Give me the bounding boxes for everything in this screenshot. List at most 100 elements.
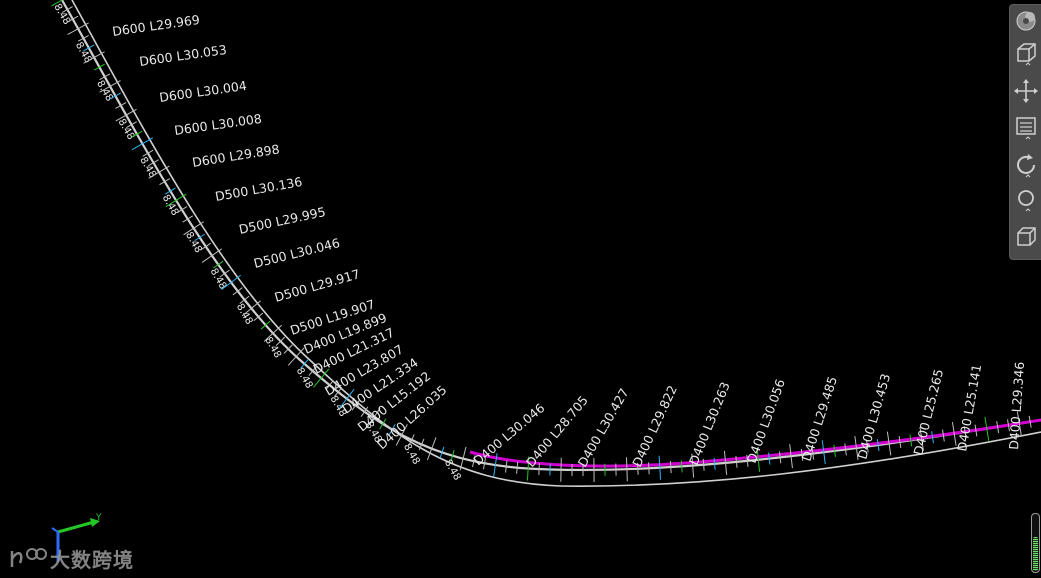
station-tick [691, 453, 695, 478]
station-tick [669, 461, 672, 474]
station-tick [67, 15, 79, 23]
pipe-label: D600 L30.053 [138, 42, 227, 69]
station-tick [876, 439, 880, 452]
station-tick [325, 380, 334, 391]
station-tick-label: 8.48 [116, 117, 137, 142]
station-tick [313, 368, 330, 388]
pipe-label: D400 L29.822 [629, 383, 680, 469]
station-tick [83, 44, 95, 52]
station-tick [287, 347, 305, 366]
station-tick-label: 8.48 [208, 267, 229, 292]
pipe-line-offset[interactable] [71, 0, 1041, 487]
center-icon[interactable] [1013, 185, 1039, 213]
station-tick [963, 426, 967, 439]
station-tick [746, 454, 749, 467]
station-tick [408, 434, 415, 446]
station-tick [93, 63, 105, 71]
pan-icon[interactable] [1013, 77, 1039, 105]
navigation-wheel-icon[interactable] [1013, 7, 1039, 35]
station-tick [263, 324, 283, 342]
station-tick [67, 22, 89, 35]
station-tick [909, 434, 913, 447]
pipe-label: D400 L30.056 [744, 377, 788, 465]
station-tick [459, 446, 467, 471]
station-tick [183, 221, 204, 236]
pipe-label: D500 L29.917 [273, 266, 362, 305]
station-tick [77, 34, 89, 42]
watermark: 大数跨境 [8, 543, 134, 573]
station-tick [898, 435, 902, 448]
station-tick [526, 456, 530, 481]
station-tick [61, 6, 73, 13]
station-tick [308, 366, 318, 376]
station-tick-label: 8.48 [401, 442, 422, 467]
station-tick [974, 424, 978, 437]
station-tick [713, 457, 716, 470]
station-tick [1007, 419, 1010, 432]
station-tick [472, 455, 476, 468]
station-tick [115, 102, 127, 109]
station-tick-label: 8.48 [262, 335, 283, 360]
pipe-label: D500 L30.046 [252, 235, 341, 271]
station-tick [165, 193, 187, 208]
station-tick [194, 233, 205, 242]
zoom-extents-icon[interactable] [1013, 113, 1039, 141]
pipe-label: D600 L29.898 [191, 141, 280, 170]
station-tick-label: 8.48 [94, 79, 115, 104]
station-tick [131, 137, 154, 151]
vertical-scrollbar[interactable] [1031, 513, 1040, 573]
station-tick [148, 159, 159, 167]
view-cube-icon[interactable] [1013, 39, 1039, 67]
station-tick [723, 450, 728, 475]
station-tick [232, 287, 243, 296]
station-tick [648, 462, 650, 475]
station-tick [996, 421, 1000, 434]
station-tick [658, 455, 662, 480]
station-tick-label: 8.48 [73, 40, 94, 65]
pipe-label: D400 L25.141 [954, 363, 984, 452]
station-tick [200, 242, 212, 251]
station-tick [735, 455, 738, 468]
station-tick [886, 431, 892, 456]
station-tick-label: 8.48 [442, 458, 463, 483]
station-tick [388, 424, 396, 436]
station-tick [919, 426, 924, 451]
station-tick [493, 453, 498, 478]
station-tick [1016, 411, 1022, 436]
ucs-y-label: Y [95, 513, 102, 523]
station-tick [439, 446, 445, 459]
station-tick [339, 388, 355, 409]
station-tick [854, 436, 859, 460]
station-tick [366, 407, 381, 429]
ucs-icon: Y [51, 513, 102, 562]
station-tick [148, 165, 170, 179]
station-tick [505, 460, 508, 473]
pipe-label: D500 L30.136 [214, 174, 303, 204]
station-tick [538, 463, 540, 476]
station-tick [99, 73, 111, 81]
pipe-line-highlight[interactable] [469, 418, 1041, 468]
pipe-label: D400 L30.453 [854, 372, 893, 461]
station-tick [702, 458, 705, 471]
station-tick [811, 447, 815, 460]
station-tick [482, 457, 487, 470]
station-tick [951, 421, 957, 446]
box-view-icon[interactable] [1013, 223, 1039, 251]
station-tick [768, 452, 771, 465]
station-tick [778, 451, 782, 464]
orbit-icon[interactable] [1013, 151, 1039, 179]
station-tick [789, 444, 793, 469]
station-tick [219, 269, 230, 278]
station-tick [984, 416, 990, 441]
station-tick [126, 121, 137, 129]
station-tick [275, 336, 286, 346]
station-tick [51, 0, 64, 7]
station-tick [239, 295, 250, 304]
station-tick [426, 437, 437, 461]
scrollbar-thumb[interactable] [1033, 537, 1038, 571]
pipeline-geometry [61, 0, 1041, 487]
watermark-logo [10, 548, 47, 567]
station-tick [159, 178, 171, 186]
station-tick [395, 424, 408, 446]
